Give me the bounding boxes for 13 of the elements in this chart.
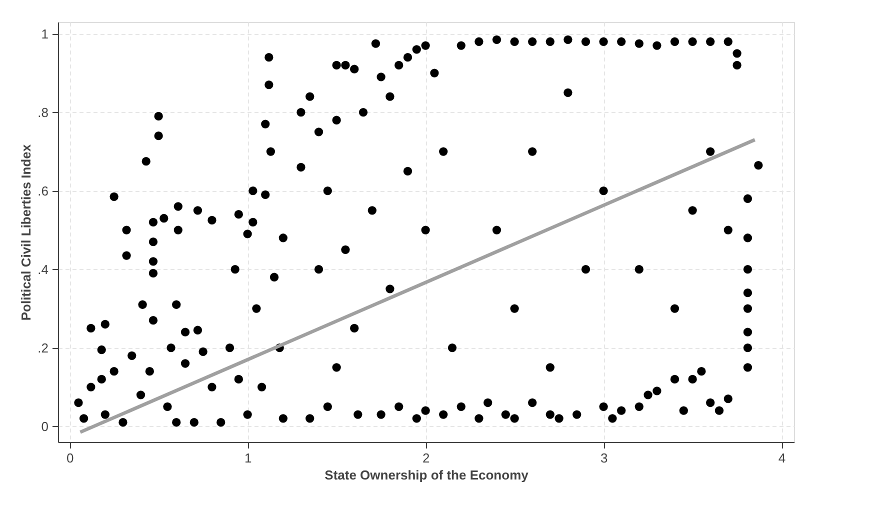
y-tick-label: 0 — [41, 418, 48, 434]
y-axis-title: Political Civil Liberties Index — [18, 144, 34, 321]
x-axis-title: State Ownership of the Economy — [324, 468, 530, 482]
y-tick-label: .8 — [38, 104, 48, 120]
x-tick-label: 2 — [422, 450, 430, 466]
y-tick-label: .2 — [38, 340, 48, 356]
x-tick-label: 1 — [244, 450, 252, 466]
y-tick-label: 1 — [41, 26, 48, 42]
x-tick-label: 3 — [600, 450, 608, 466]
y-tick-label: .6 — [38, 183, 48, 198]
y-tick-label: .4 — [38, 262, 48, 277]
x-tick-label: 0 — [66, 450, 74, 466]
x-tick-label: 4 — [778, 450, 786, 466]
